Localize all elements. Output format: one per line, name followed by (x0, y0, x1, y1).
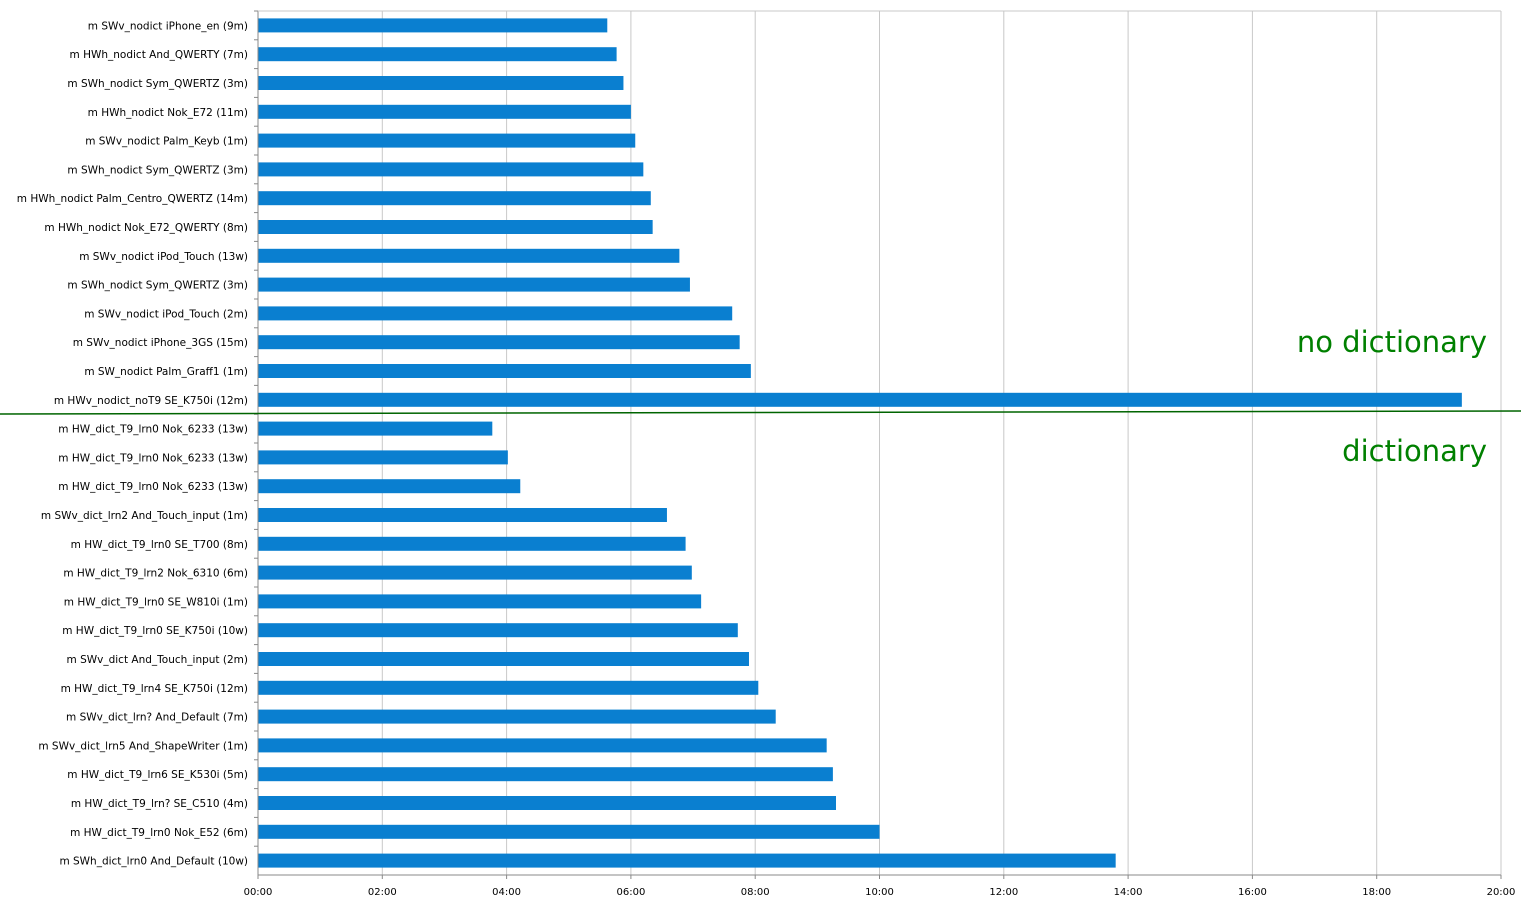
bar (258, 652, 749, 666)
x-tick-label: 18:00 (1362, 887, 1391, 898)
category-label: m SW_nodict Palm_Graff1 (1m) (84, 366, 248, 378)
category-labels: m SWv_nodict iPhone_en (9m) m HWh_nodict … (17, 20, 248, 867)
category-label: m SWv_nodict iPhone_en (9m) (88, 20, 248, 32)
bar (258, 680, 759, 695)
category-label: m HW_dict_T9_lrn0 SE_K750i (10w) (62, 625, 248, 637)
category-label: m SWh_dict_lrn0 And_Default (10w) (59, 856, 248, 868)
category-label: m SWv_dict_lrn? And_Default (7m) (66, 712, 248, 724)
bar (258, 738, 827, 753)
bar (258, 76, 624, 90)
category-label: m HWh_nodict And_QWERTY (7m) (70, 49, 248, 61)
dictionary-label: dictionary (1342, 434, 1487, 468)
category-label: m HW_dict_T9_lrn6 SE_K530i (5m) (67, 769, 248, 781)
bar (258, 104, 631, 119)
category-label: m SWv_dict_lrn5 And_ShapeWriter (1m) (38, 740, 248, 752)
bar (258, 623, 738, 638)
bar (258, 133, 636, 148)
x-tick-label: 02:00 (368, 887, 397, 898)
category-label: m HW_dict_T9_lrn0 Nok_6233 (13w) (58, 452, 248, 464)
category-label: m SWv_nodict iPod_Touch (13w) (79, 251, 248, 263)
bar (258, 508, 667, 522)
x-tick-label: 04:00 (492, 887, 521, 898)
bar (258, 162, 644, 177)
x-tick-label: 14:00 (1114, 887, 1143, 898)
x-tick-label: 20:00 (1487, 887, 1516, 898)
bar (258, 392, 1462, 407)
bar (258, 565, 692, 580)
category-label: m SWh_nodict Sym_QWERTZ (3m) (67, 78, 248, 90)
x-tick-label: 12:00 (989, 887, 1018, 898)
bar (258, 824, 880, 839)
category-label: m SWv_dict_lrn2 And_Touch_input (1m) (41, 510, 248, 522)
bar (258, 853, 1116, 868)
bar (258, 47, 617, 62)
bar (258, 767, 833, 782)
x-tick-labels: 00:00 02:00 04:00 06:00 08:00 10:00 12:00 14:00… (244, 887, 1516, 898)
category-label: m HWh_nodict Nok_E72 (11m) (88, 107, 248, 119)
gridlines (381, 11, 1502, 875)
category-label: m HWv_nodict_noT9 SE_K750i (12m) (54, 395, 248, 407)
bar (258, 306, 733, 321)
bar (258, 191, 651, 206)
category-label: m HW_dict_T9_lrn0 Nok_6233 (13w) (58, 481, 248, 493)
category-label: m HW_dict_T9_lrn2 Nok_6310 (6m) (63, 568, 248, 580)
category-label: m SWv_nodict Palm_Keyb (1m) (85, 136, 248, 148)
category-label: m HW_dict_T9_lrn0 Nok_6233 (13w) (58, 424, 248, 436)
bar (258, 796, 836, 810)
category-label: m SWh_nodict Sym_QWERTZ (3m) (67, 280, 248, 292)
bar (258, 18, 608, 33)
x-tick-label: 16:00 (1238, 887, 1267, 898)
no-dictionary-label: no dictionary (1297, 325, 1487, 359)
category-label: m SWh_nodict Sym_QWERTZ (3m) (67, 164, 248, 176)
x-tick-label: 08:00 (741, 887, 770, 898)
bar (258, 277, 690, 292)
category-label: m SWv_nodict iPod_Touch (2m) (84, 308, 248, 320)
x-tick-label: 10:00 (865, 887, 894, 898)
category-label: m HW_dict_T9_lrn4 SE_K750i (12m) (61, 683, 248, 695)
bar (258, 220, 653, 234)
bar (258, 421, 493, 436)
x-tick-label: 06:00 (616, 887, 645, 898)
bar (258, 479, 521, 494)
bar (258, 536, 686, 551)
bar (258, 335, 740, 350)
category-label: m HW_dict_T9_lrn0 SE_T700 (8m) (71, 539, 248, 551)
bar (258, 450, 508, 465)
x-tick-label: 00:00 (244, 887, 273, 898)
category-label: m SWv_dict And_Touch_input (2m) (67, 654, 248, 666)
annotations: no dictionary dictionary (0, 325, 1521, 468)
bar (258, 364, 751, 378)
category-label: m HW_dict_T9_lrn0 Nok_E52 (6m) (70, 827, 248, 839)
bar (258, 709, 776, 724)
category-label: m HWh_nodict Palm_Centro_QWERTZ (14m) (17, 193, 248, 205)
category-label: m HWh_nodict Nok_E72_QWERTY (8m) (44, 222, 248, 234)
section-divider-line (0, 410, 1521, 415)
bar (258, 248, 680, 263)
category-label: m SWv_nodict iPhone_3GS (15m) (73, 337, 248, 349)
category-label: m HW_dict_T9_lrn0 SE_W810i (1m) (64, 596, 248, 608)
category-label: m HW_dict_T9_lrn? SE_C510 (4m) (71, 798, 248, 810)
bar (258, 594, 702, 609)
bars (258, 18, 1462, 868)
